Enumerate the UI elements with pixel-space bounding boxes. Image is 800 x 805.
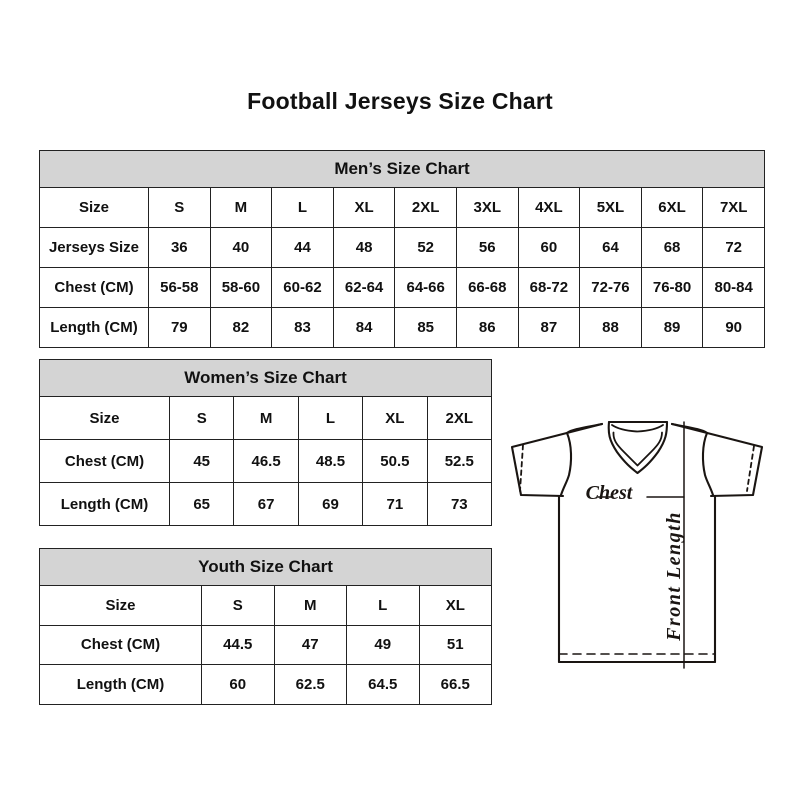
svg-text:Chest: Chest <box>586 482 634 504</box>
svg-text:Front Length: Front Length <box>663 511 685 642</box>
